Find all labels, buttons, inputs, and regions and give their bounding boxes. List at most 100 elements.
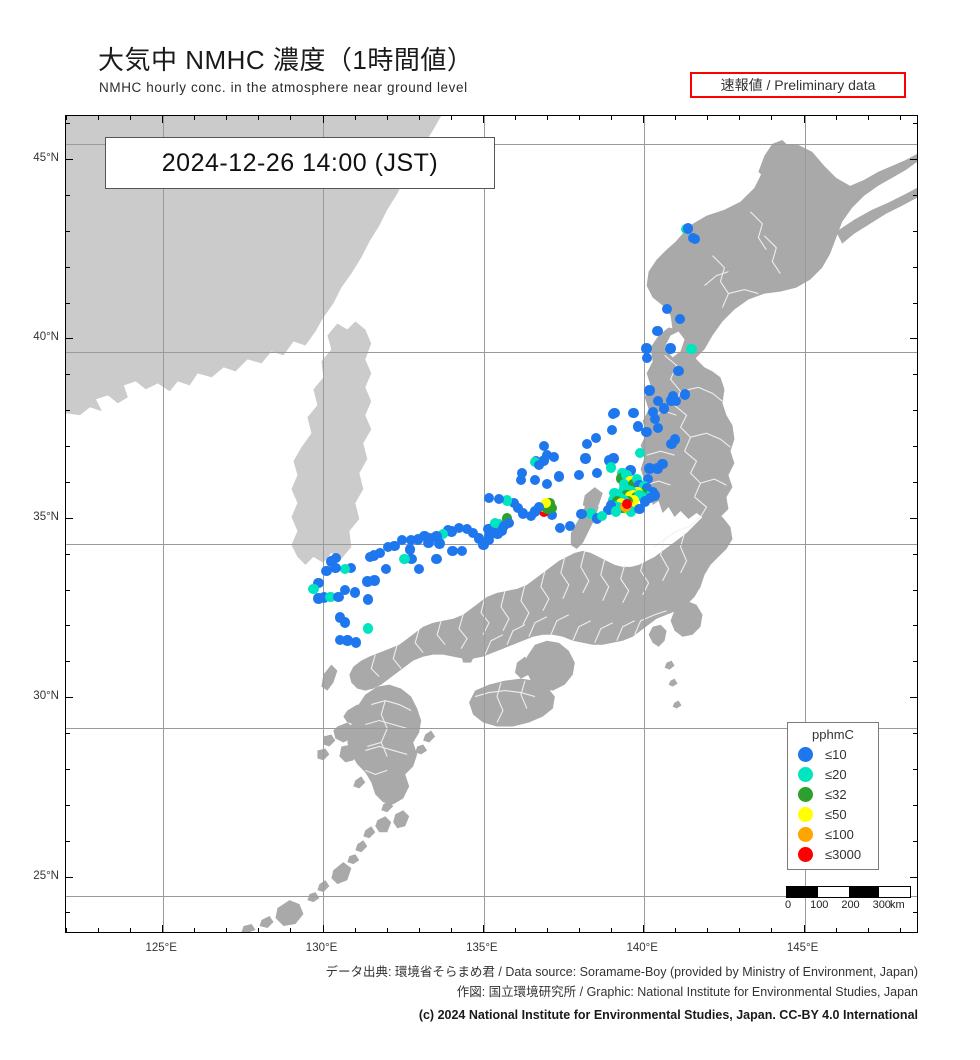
observation-point[interactable]: [489, 518, 501, 529]
observation-point[interactable]: [610, 506, 622, 517]
observation-point[interactable]: [516, 467, 528, 479]
observation-point[interactable]: [662, 303, 673, 315]
observation-point[interactable]: [686, 344, 697, 355]
observation-point[interactable]: [679, 389, 691, 400]
observation-point[interactable]: [538, 455, 549, 466]
observation-point[interactable]: [515, 474, 526, 485]
observation-point[interactable]: [634, 503, 645, 515]
observation-point[interactable]: [351, 637, 362, 648]
observation-point[interactable]: [406, 553, 417, 565]
observation-point[interactable]: [576, 509, 587, 520]
observation-point[interactable]: [590, 432, 601, 444]
observation-point[interactable]: [554, 471, 565, 482]
observation-point[interactable]: [431, 553, 442, 565]
observation-point[interactable]: [326, 556, 337, 567]
observation-point[interactable]: [512, 502, 524, 513]
legend-item[interactable]: ≤50: [788, 804, 878, 824]
observation-point[interactable]: [652, 326, 663, 337]
observation-point[interactable]: [641, 352, 653, 364]
observation-point[interactable]: [517, 508, 529, 519]
observation-point[interactable]: [437, 528, 448, 540]
observation-point[interactable]: [658, 403, 670, 414]
observation-point[interactable]: [632, 421, 643, 432]
observation-point[interactable]: [525, 510, 537, 522]
observation-point[interactable]: [628, 478, 639, 489]
observation-point[interactable]: [405, 534, 416, 546]
observation-point[interactable]: [657, 458, 668, 470]
observation-point[interactable]: [573, 469, 585, 480]
observation-point[interactable]: [423, 537, 434, 549]
observation-point[interactable]: [673, 365, 684, 376]
observation-point[interactable]: [313, 593, 324, 604]
observation-point[interactable]: [615, 473, 626, 484]
observation-point[interactable]: [308, 583, 319, 595]
observation-point[interactable]: [413, 563, 424, 574]
observation-point[interactable]: [375, 547, 386, 559]
observation-point[interactable]: [330, 562, 341, 574]
observation-point[interactable]: [529, 474, 541, 486]
legend-item[interactable]: ≤20: [788, 764, 878, 784]
observation-point[interactable]: [478, 539, 489, 550]
observation-point[interactable]: [548, 451, 560, 463]
observation-point[interactable]: [333, 591, 344, 602]
observation-point[interactable]: [604, 455, 615, 466]
observation-point[interactable]: [554, 522, 566, 534]
observation-point[interactable]: [591, 467, 602, 479]
observation-point[interactable]: [603, 504, 614, 516]
observation-point[interactable]: [609, 407, 620, 419]
observation-point[interactable]: [404, 544, 415, 555]
observation-point[interactable]: [621, 498, 633, 510]
observation-point[interactable]: [580, 453, 591, 464]
observation-point[interactable]: [606, 424, 617, 436]
observation-point[interactable]: [631, 473, 642, 485]
observation-point[interactable]: [586, 508, 597, 519]
observation-point[interactable]: [389, 540, 400, 551]
observation-point[interactable]: [670, 434, 681, 445]
observation-point[interactable]: [621, 469, 632, 480]
observation-point[interactable]: [609, 487, 620, 498]
observation-point[interactable]: [380, 563, 392, 574]
observation-point[interactable]: [362, 594, 374, 605]
observation-point[interactable]: [596, 510, 608, 522]
observation-point[interactable]: [399, 553, 410, 565]
observation-point[interactable]: [339, 563, 351, 574]
observation-point[interactable]: [483, 534, 494, 546]
observation-point[interactable]: [546, 502, 558, 513]
observation-point[interactable]: [503, 518, 515, 529]
observation-point[interactable]: [468, 527, 479, 539]
observation-point[interactable]: [674, 313, 686, 324]
observation-point[interactable]: [641, 483, 653, 494]
observation-point[interactable]: [533, 459, 545, 470]
observation-points-layer[interactable]: [66, 116, 917, 932]
observation-point[interactable]: [538, 440, 549, 452]
observation-point[interactable]: [540, 497, 551, 508]
observation-point[interactable]: [641, 343, 652, 354]
observation-point[interactable]: [318, 592, 330, 603]
observation-point[interactable]: [670, 395, 682, 407]
observation-point[interactable]: [625, 506, 637, 517]
observation-point[interactable]: [629, 495, 640, 506]
observation-point[interactable]: [431, 531, 442, 542]
observation-point[interactable]: [647, 406, 659, 418]
observation-point[interactable]: [412, 534, 424, 545]
observation-point[interactable]: [342, 635, 353, 646]
observation-point[interactable]: [689, 233, 701, 244]
observation-point[interactable]: [652, 463, 663, 474]
observation-point[interactable]: [639, 496, 650, 507]
observation-point[interactable]: [484, 492, 495, 504]
observation-point[interactable]: [546, 509, 558, 521]
observation-point[interactable]: [653, 422, 664, 434]
observation-point[interactable]: [641, 426, 652, 437]
observation-point[interactable]: [383, 542, 394, 553]
legend-item[interactable]: ≤10: [788, 744, 878, 764]
observation-point[interactable]: [649, 413, 661, 424]
observation-point[interactable]: [456, 545, 468, 557]
legend-item[interactable]: ≤32: [788, 784, 878, 804]
observation-point[interactable]: [362, 623, 374, 634]
observation-point[interactable]: [369, 575, 380, 586]
observation-point[interactable]: [642, 473, 654, 485]
observation-point[interactable]: [321, 565, 332, 577]
observation-point[interactable]: [364, 552, 376, 563]
observation-point[interactable]: [443, 525, 454, 536]
observation-point[interactable]: [682, 223, 694, 234]
